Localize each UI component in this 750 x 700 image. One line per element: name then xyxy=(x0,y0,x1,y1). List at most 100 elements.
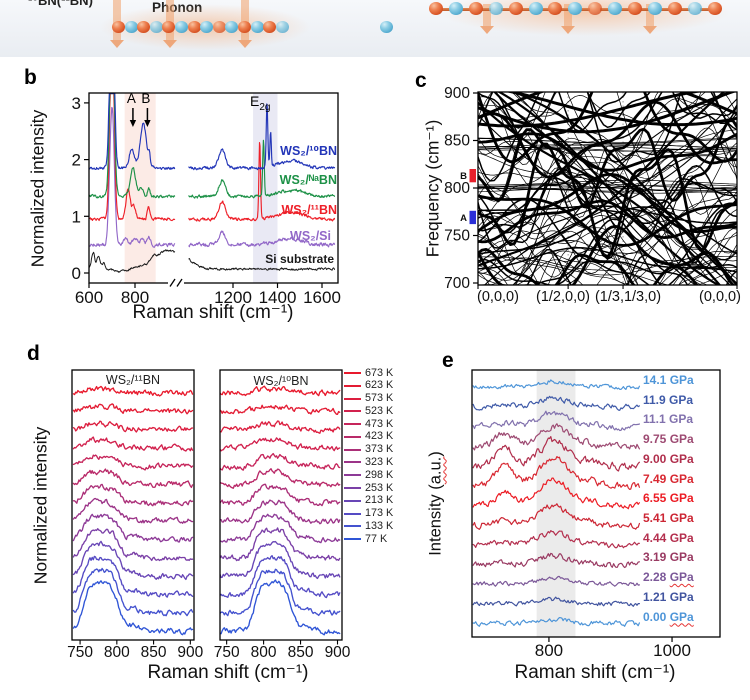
phonon-band xyxy=(478,143,737,229)
peak-annotation-B: B xyxy=(141,91,151,106)
phonon-band xyxy=(478,168,737,246)
phonon-band xyxy=(478,175,737,276)
nitrogen-atom xyxy=(225,21,239,34)
pressure-value: 6.55 xyxy=(643,491,670,506)
legend-line xyxy=(344,423,361,426)
legend-line xyxy=(344,384,361,387)
legend-line xyxy=(344,538,361,541)
e-y-label-prefix: Intensity ( xyxy=(426,484,445,556)
axis-break-slash xyxy=(169,278,176,287)
spectrum-line-b xyxy=(89,93,176,222)
phonon-arrow xyxy=(163,0,177,48)
phonon-arrow-shaft xyxy=(166,0,174,40)
pressure-value: 11.9 xyxy=(643,392,670,407)
phonon-band xyxy=(478,142,737,259)
b-y-tick-label: 2 xyxy=(72,151,81,170)
c-x-tick-label: (0,0,0) xyxy=(699,289,741,305)
phonon-band xyxy=(515,230,737,285)
phonon-arrow-shaft xyxy=(646,4,654,26)
boron-atom xyxy=(667,2,682,16)
atom-bond xyxy=(620,7,630,11)
phonon-band xyxy=(478,252,730,285)
e-y-label-unit: a.u. xyxy=(426,456,445,485)
phonon-band xyxy=(478,177,737,225)
spectrum-line-e xyxy=(472,552,641,569)
phonon-band xyxy=(478,92,737,167)
spectrum-line-d xyxy=(72,555,194,598)
atom-bond xyxy=(640,7,650,11)
d-x-tick-label: 850 xyxy=(141,644,167,661)
c-y-tick-label: 850 xyxy=(444,133,470,150)
atom-bond xyxy=(520,7,531,11)
pressure-unit: GPa xyxy=(669,471,694,486)
spectrum-line-d xyxy=(72,567,194,617)
legend-line xyxy=(344,448,361,451)
phonon-band xyxy=(526,249,737,285)
phonon-band xyxy=(478,142,737,227)
pressure-label: 2.28 GPa xyxy=(643,570,694,584)
legend-entry-temperature: 523 K xyxy=(365,404,394,417)
spectrum-line-e xyxy=(472,423,641,451)
series-label-1: WS₂/¹⁰BN xyxy=(280,144,337,158)
spectrum-line-d xyxy=(220,579,341,636)
c-y-tick-label: 900 xyxy=(444,85,470,102)
phonon-band xyxy=(478,92,737,120)
spectrum-line-e xyxy=(472,436,641,472)
spectrum-line-d xyxy=(72,385,194,397)
nitrogen-atom xyxy=(568,2,583,16)
panel-letter-e: e xyxy=(442,349,454,372)
phonon-band xyxy=(478,206,737,283)
legend-entry-temperature: 173 K xyxy=(365,507,394,520)
c-y-tick-label: 800 xyxy=(444,180,470,197)
legend-line xyxy=(344,512,361,515)
spectrum-line-e xyxy=(472,616,641,627)
b-y-tick-label: 3 xyxy=(72,94,81,113)
pressure-label: 14.1 GPa xyxy=(643,373,694,387)
pressure-value: 3.19 xyxy=(643,550,670,565)
spectrum-line-d xyxy=(220,404,341,415)
phonon-band xyxy=(478,230,737,261)
atom-bond xyxy=(500,7,511,11)
spectrum-line-b xyxy=(89,249,176,273)
pressure-label: 4.44 GPa xyxy=(643,531,694,545)
phonon-band xyxy=(478,137,737,144)
phonon-band xyxy=(478,144,737,151)
phonon-band xyxy=(478,185,737,191)
e2g-annotation: E2g xyxy=(250,93,270,113)
legend-line xyxy=(344,461,361,464)
legend-line xyxy=(344,474,361,477)
nitrogen-atom xyxy=(448,2,463,16)
c-x-tick-label: (1/2,0,0) xyxy=(536,289,590,305)
pressure-value: 0.00 xyxy=(643,609,670,624)
pressure-value: 4.44 xyxy=(643,530,670,545)
series-label-3: WS₂/¹¹BN xyxy=(281,203,337,217)
phonon-band xyxy=(478,205,737,224)
axis-break-slash xyxy=(176,278,183,287)
legend-entry-temperature: 253 K xyxy=(365,481,394,494)
phonon-band xyxy=(535,218,662,285)
phonon-arrow-shaft xyxy=(483,4,491,26)
phonon-band xyxy=(478,167,737,242)
legend-entry-temperature: 133 K xyxy=(365,519,394,532)
phonon-band xyxy=(478,92,737,132)
phonon-band xyxy=(513,92,737,285)
atom-bond xyxy=(659,7,670,11)
spectrum-line-e xyxy=(472,410,641,432)
boron-atom xyxy=(162,21,176,34)
pressure-unit: GPa xyxy=(669,589,694,604)
legend-entry-temperature: 323 K xyxy=(365,455,394,468)
phonon-arrow xyxy=(110,0,124,48)
legend-line xyxy=(344,499,361,502)
phonon-band xyxy=(478,147,737,179)
nitrogen-atom xyxy=(380,21,393,34)
spectrum-line-d xyxy=(220,468,341,489)
spectrum-line-d xyxy=(72,528,194,562)
spectrum-line-d xyxy=(72,420,194,433)
nitrogen-atom xyxy=(488,2,503,16)
b-y-tick-label: 0 xyxy=(72,264,81,283)
pressure-unit: GPa xyxy=(669,392,694,407)
spectrum-line-e xyxy=(472,379,641,390)
phonon-arrow-head xyxy=(561,26,575,34)
spectrum-line-b xyxy=(188,103,336,171)
spectrum-line-d xyxy=(72,540,194,581)
